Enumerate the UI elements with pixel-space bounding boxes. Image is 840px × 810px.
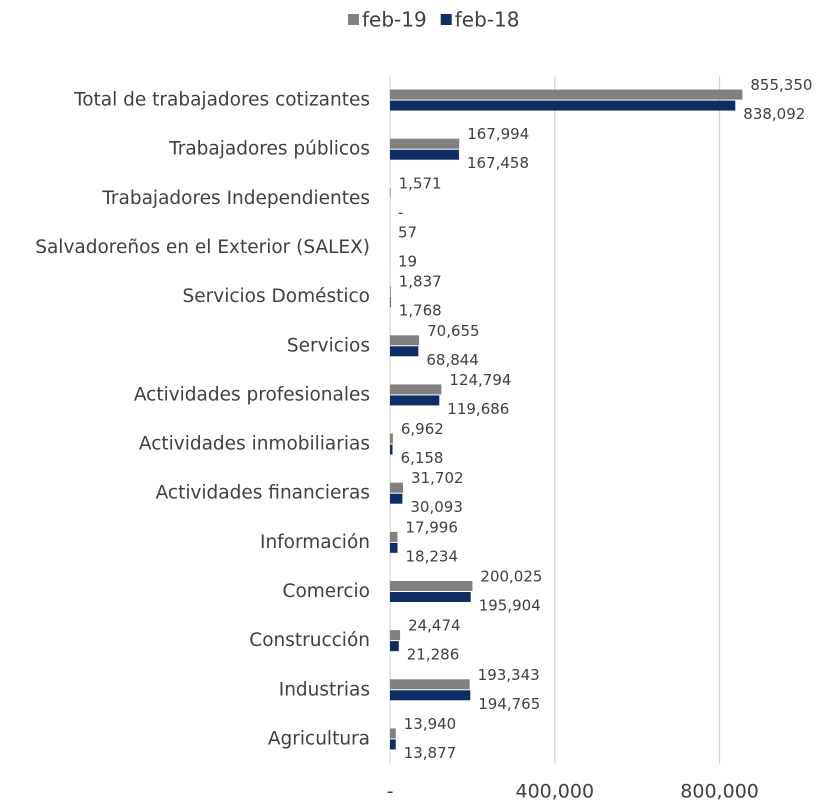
bar [390,532,397,542]
y-tick-label: Salvadoreños en el Exterior (SALEX) [35,237,370,258]
bar [390,335,419,345]
bar [390,728,396,738]
data-label: 13,877 [404,744,457,762]
x-tick-label: 400,000 [516,781,595,803]
bar [390,690,470,700]
data-label: 838,092 [743,105,805,123]
data-label: 167,994 [467,125,529,143]
bar [390,384,441,394]
x-tick-label: 800,000 [680,781,759,803]
y-tick-label: Comercio [283,581,370,602]
bar [390,494,402,504]
bar [390,679,470,689]
y-tick-label: Actividades profesionales [134,384,370,405]
bar [390,445,393,455]
bar [390,641,399,651]
legend-label: feb-19 [362,8,427,32]
data-label: 19 [398,253,417,271]
data-label: 30,093 [410,498,463,516]
y-tick-label: Agricultura [268,728,370,749]
data-label: 1,768 [399,302,442,320]
bar [390,150,459,160]
data-label: 193,343 [478,666,540,684]
bar [390,739,396,749]
data-label: - [398,203,403,221]
y-tick-label: Total de trabajadores cotizantes [73,90,370,111]
data-label: 24,474 [408,617,461,635]
y-tick-label: Servicios Doméstico [183,286,370,307]
y-tick-label: Servicios [287,335,370,356]
bar [390,581,472,591]
data-label: 18,234 [406,547,459,565]
data-label: 68,844 [426,351,479,369]
legend-swatch [348,14,359,25]
bar [390,90,742,100]
bar [390,286,391,296]
bar [390,395,439,405]
data-label: 6,962 [401,420,444,438]
data-label: 195,904 [479,597,541,615]
bar [390,592,471,602]
data-label: 855,350 [750,76,812,94]
data-label: 17,996 [405,518,458,536]
bar [390,434,393,444]
data-label: 200,025 [480,568,542,586]
bar [390,346,418,356]
y-tick-label: Trabajadores Independientes [101,188,370,209]
bar [390,630,400,640]
data-label: 6,158 [401,449,444,467]
data-label: 124,794 [449,371,511,389]
data-label: 1,837 [399,273,442,291]
y-tick-label: Actividades inmobiliarias [139,434,370,455]
data-label: 31,702 [411,469,464,487]
data-label: 167,458 [467,154,529,172]
y-tick-label: Construcción [249,630,370,651]
data-label: 57 [398,224,417,242]
data-label: 1,571 [399,174,442,192]
y-tick-label: Información [260,532,370,553]
y-tick-label: Trabajadores públicos [168,139,370,160]
data-label: 119,686 [447,400,509,418]
bar [390,483,403,493]
bar [390,297,391,307]
legend-label: feb-18 [455,8,520,32]
data-label: 194,765 [478,695,540,713]
legend-swatch [441,14,452,25]
data-label: 21,286 [407,646,460,664]
bar [390,543,398,553]
bar [390,188,391,198]
y-tick-label: Industrias [279,679,370,700]
bar [390,139,459,149]
x-tick-label: - [387,781,394,803]
y-tick-label: Actividades financieras [156,483,370,504]
data-label: 13,940 [404,715,457,733]
data-label: 70,655 [427,322,480,340]
bar [390,101,735,111]
